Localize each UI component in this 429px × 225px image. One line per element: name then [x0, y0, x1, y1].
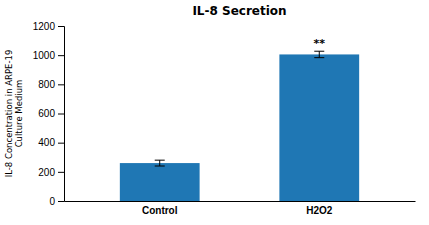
marks [120, 51, 359, 201]
y-tick: 400 [38, 137, 64, 148]
y-tick: 0 [49, 196, 64, 207]
title: IL-8 Secretion [192, 4, 286, 18]
error-bar [155, 160, 165, 166]
y-label: IL-8 Concentration in ARPE-19Culture Med… [4, 50, 24, 178]
x-tick-label: Control [142, 205, 178, 216]
y-tick-label: 800 [38, 79, 55, 90]
y-tick: 200 [38, 167, 64, 178]
y-tick: 1200 [33, 21, 64, 32]
y-tick-label: 1000 [33, 50, 56, 61]
x-tick: H2O2 [306, 205, 333, 216]
bar [120, 163, 200, 201]
y-tick: 800 [38, 79, 64, 90]
y-tick-mark [58, 143, 64, 144]
y-axis: 0 200 400 600 800 1000 1200 [33, 21, 65, 207]
x-axis-line [65, 201, 416, 202]
y-tick-label: 400 [38, 137, 55, 148]
y-tick-mark [58, 55, 64, 56]
y-tick: 1000 [33, 50, 64, 61]
chart-container: 0 200 400 600 800 1000 1200 Control H2O2 ** IL-8 S… [0, 0, 429, 225]
x-tick: Control [142, 205, 178, 216]
y-label-line: IL-8 Concentration in ARPE-19 [4, 50, 14, 178]
error-bar [314, 51, 324, 57]
y-axis-line [58, 27, 65, 202]
y-tick-label: 1200 [33, 21, 56, 32]
y-tick-mark [58, 201, 64, 202]
annotation: ** [314, 37, 326, 50]
y-tick-label: 200 [38, 167, 55, 178]
y-tick: 600 [38, 108, 64, 119]
x-tick-label: H2O2 [306, 205, 333, 216]
plot: 0 200 400 600 800 1000 1200 Control H2O2 ** [33, 21, 416, 216]
y-tick-mark [58, 26, 64, 27]
x-axis: Control H2O2 [65, 202, 416, 217]
y-tick-label: 600 [38, 108, 55, 119]
y-label-line: Culture Medium [14, 80, 24, 148]
y-tick-label: 0 [49, 196, 55, 207]
chart-svg: 0 200 400 600 800 1000 1200 Control H2O2 ** IL-8 S… [0, 0, 429, 225]
y-tick-mark [58, 172, 64, 173]
y-tick-mark [58, 84, 64, 85]
bar [279, 54, 359, 201]
y-tick-mark [58, 114, 64, 115]
